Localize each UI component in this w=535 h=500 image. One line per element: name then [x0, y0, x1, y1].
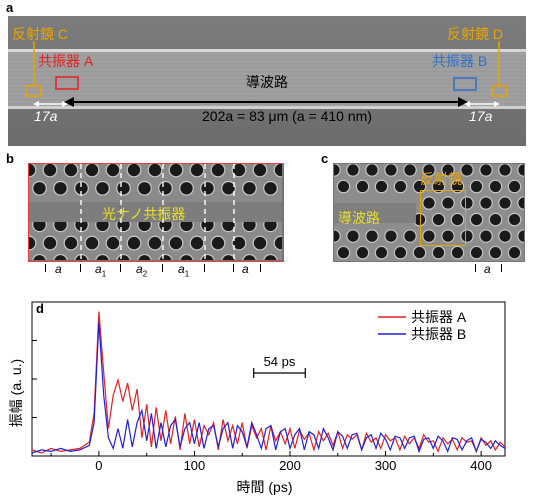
- x-tick-label-200: 200: [279, 458, 301, 473]
- scale-b-label-4: a1: [178, 262, 190, 279]
- period-annotation: 54 ps: [264, 354, 296, 369]
- right-gap-head-r: [494, 101, 500, 107]
- waveguide-label: 導波路: [246, 74, 288, 90]
- right-gap-label: 17a: [469, 108, 493, 124]
- legend-label-resonator-a: 共振器 A: [411, 309, 467, 325]
- panel-d-label: d: [36, 301, 44, 316]
- nanocavity-caption: 光ナノ共振器: [102, 206, 186, 222]
- nanocavity-hole-lattice: [29, 164, 283, 261]
- mirror-label: 反射鏡: [420, 171, 462, 187]
- arrow-head-left: [64, 97, 74, 107]
- x-axis-label: 時間 (ps): [237, 479, 293, 495]
- legend-label-resonator-b: 共振器 B: [411, 326, 466, 342]
- left-gap-head-l: [33, 101, 39, 107]
- mirror-hole-lattice: [334, 164, 524, 261]
- waveguide-band: [8, 52, 526, 106]
- arrow-head-right: [458, 97, 468, 107]
- mirror-d-label: 反射鏡 D: [447, 26, 503, 42]
- resonator-a-marker: [55, 76, 79, 90]
- scale-b-label-3: a2: [136, 262, 148, 279]
- panel-c-label: c: [321, 151, 329, 166]
- resonator-a-label: 共振器 A: [38, 53, 94, 69]
- mirror-c-label: 反射鏡 C: [12, 26, 68, 42]
- panel-c-waveguide-label: 導波路: [338, 210, 380, 226]
- x-tick-label-0: 0: [95, 458, 102, 473]
- series-line-resonator-b: [31, 322, 506, 454]
- right-gap-head-l: [464, 101, 470, 107]
- waveguide-edge-top: [8, 49, 526, 52]
- nanocavity-sem-image: 光ナノ共振器: [28, 163, 284, 262]
- waveguide-edge-bottom: [8, 106, 526, 109]
- panel-a-overlay: [25, 41, 508, 107]
- resonator-b-marker: [453, 77, 477, 91]
- scale-c-label: a: [484, 262, 491, 276]
- x-tick-label-100: 100: [184, 458, 206, 473]
- mirror-sem-image: 反射鏡 導波路: [333, 163, 525, 262]
- series-line-resonator-a: [31, 311, 506, 454]
- y-axis-label: 振幅 (a. u.): [8, 359, 24, 427]
- mirror-d-marker: [491, 85, 508, 97]
- panel-b-label: b: [6, 151, 14, 166]
- resonator-b-label: 共振器 B: [432, 53, 488, 69]
- mirror-c-marker: [25, 85, 42, 97]
- x-tick-label-400: 400: [470, 458, 492, 473]
- panel-b-scale: a a1 a2 a1 a: [28, 262, 284, 282]
- scale-b-label-2: a1: [95, 262, 107, 279]
- panel-a-label: a: [6, 0, 14, 15]
- left-gap-label: 17a: [34, 108, 58, 124]
- mirror-region-box: [420, 190, 466, 246]
- waveguide-sem-image: [8, 16, 526, 146]
- scale-b-label-1: a: [55, 262, 62, 276]
- x-tick-label-300: 300: [375, 458, 397, 473]
- scale-b-label-5: a: [242, 262, 249, 276]
- main-distance-label: 202a = 83 μm (a = 410 nm): [202, 108, 372, 124]
- left-gap-head-r: [62, 101, 68, 107]
- panel-c-scale: a: [333, 262, 525, 282]
